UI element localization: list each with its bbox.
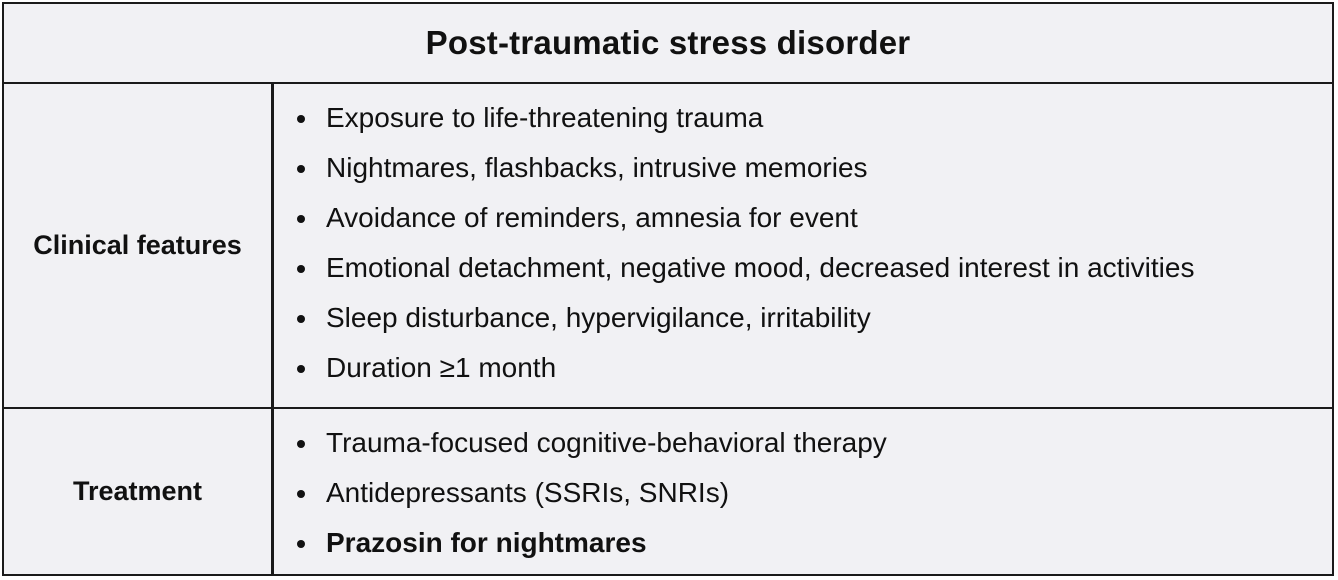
table-header: Post-traumatic stress disorder	[4, 4, 1332, 84]
bullet-icon	[297, 115, 305, 123]
bullet-icon	[297, 365, 305, 373]
list-item: Exposure to life-threatening trauma	[274, 100, 1332, 150]
row-label-cell: Clinical features	[4, 84, 274, 407]
bullet-icon	[297, 215, 305, 223]
bullet-icon	[297, 490, 305, 498]
clinical-features-row: Clinical features Exposure to life-threa…	[4, 84, 1332, 409]
row-content-cell: Trauma-focused cognitive-behavioral ther…	[274, 409, 1332, 574]
row-label: Treatment	[72, 476, 203, 506]
bullet-list: Exposure to life-threatening trauma Nigh…	[274, 84, 1332, 400]
bullet-icon	[297, 265, 305, 273]
row-content-cell: Exposure to life-threatening trauma Nigh…	[274, 84, 1332, 407]
row-label: Clinical features	[33, 230, 242, 260]
list-item: Emotional detachment, negative mood, dec…	[274, 250, 1332, 300]
table-title: Post-traumatic stress disorder	[425, 24, 911, 61]
list-item: Prazosin for nightmares	[274, 525, 1332, 575]
bullet-icon	[297, 540, 305, 548]
bullet-list: Trauma-focused cognitive-behavioral ther…	[274, 409, 1332, 575]
bullet-icon	[297, 315, 305, 323]
treatment-row: Treatment Trauma-focused cognitive-behav…	[4, 409, 1332, 574]
list-item: Sleep disturbance, hypervigilance, irrit…	[274, 300, 1332, 350]
list-item: Duration ≥1 month	[274, 350, 1332, 400]
list-item: Avoidance of reminders, amnesia for even…	[274, 200, 1332, 250]
list-item: Trauma-focused cognitive-behavioral ther…	[274, 425, 1332, 475]
row-label-cell: Treatment	[4, 409, 274, 574]
bullet-icon	[297, 165, 305, 173]
list-item: Antidepressants (SSRIs, SNRIs)	[274, 475, 1332, 525]
bullet-icon	[297, 440, 305, 448]
list-item: Nightmares, flashbacks, intrusive memori…	[274, 150, 1332, 200]
